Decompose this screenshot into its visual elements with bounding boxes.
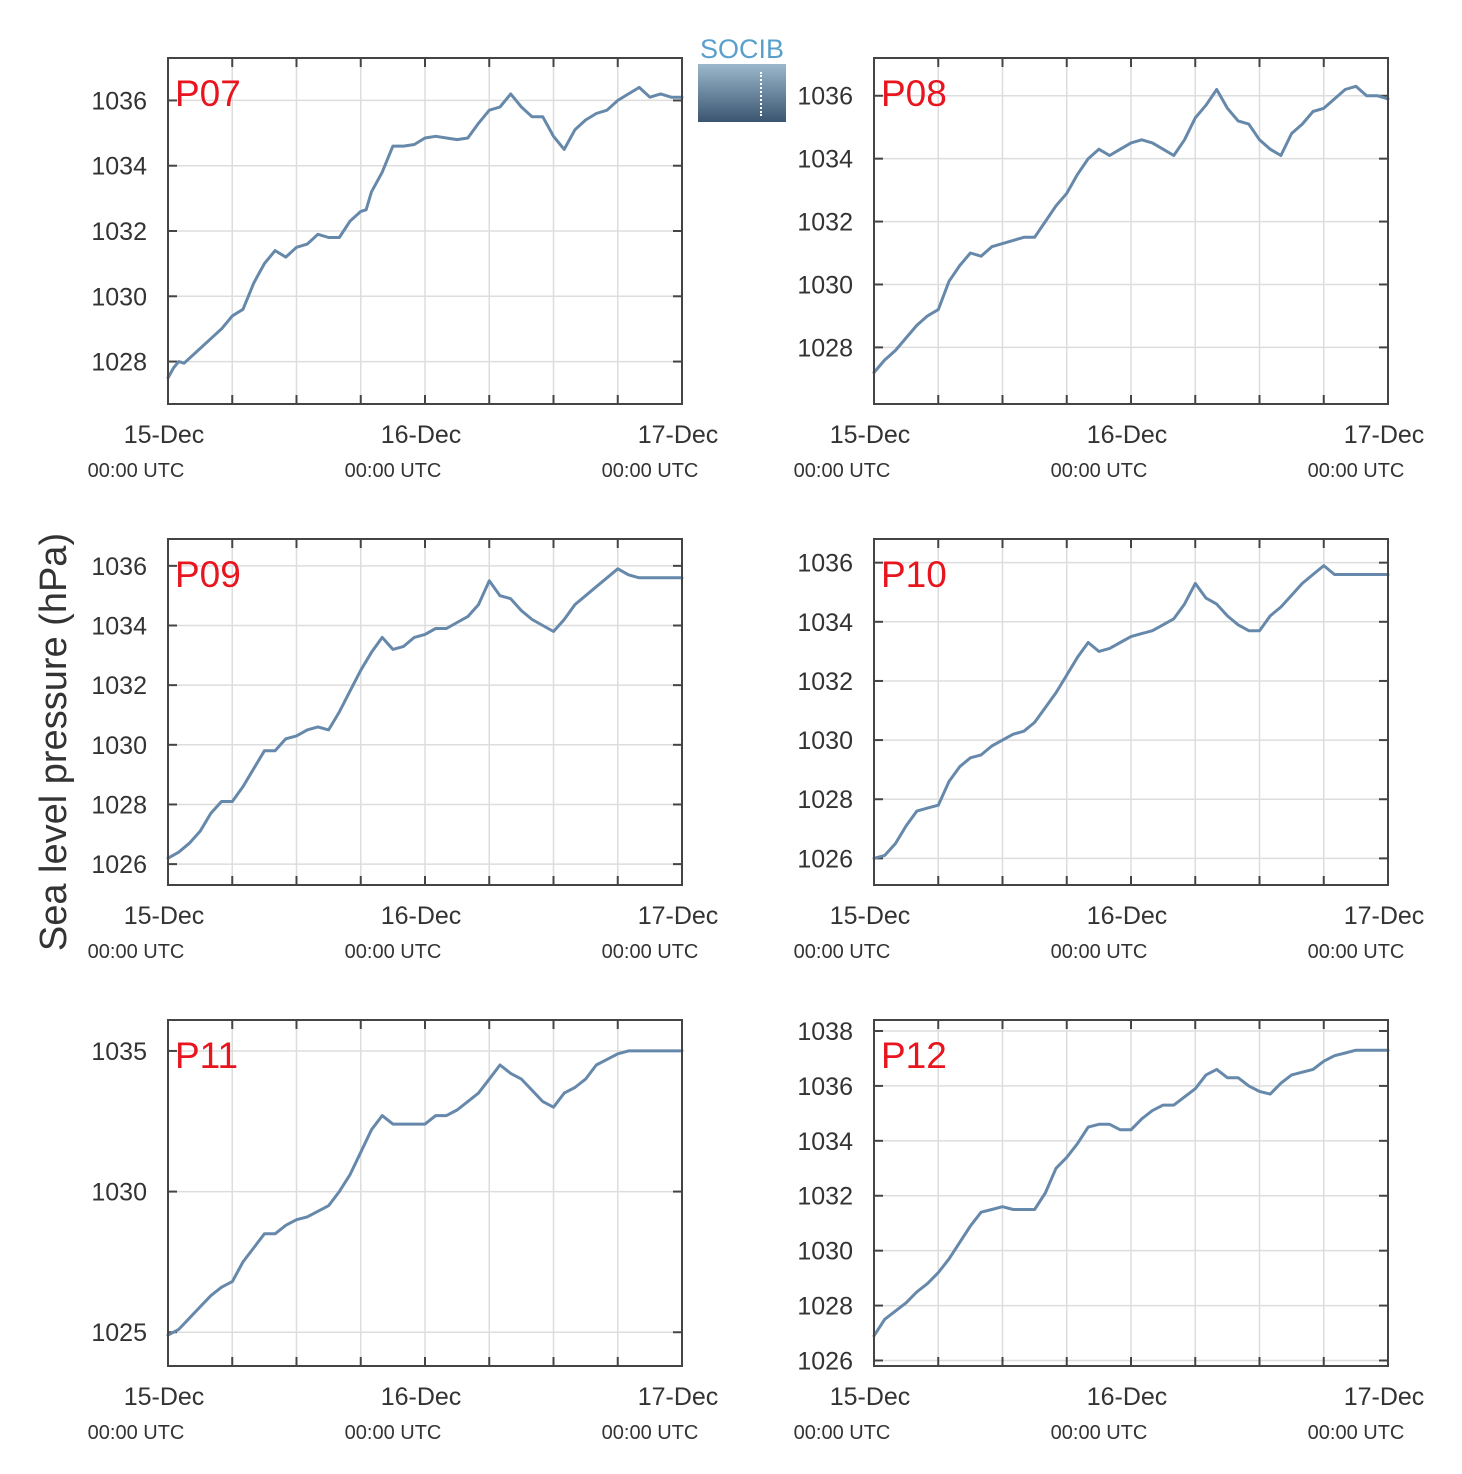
y-tick-label: 1030 <box>797 271 853 299</box>
x-tick-label-time: 00:00 UTC <box>602 1422 699 1444</box>
x-tick-label-date: 15-Dec <box>124 1383 205 1411</box>
y-axis-label: Sea level pressure (hPa) <box>33 533 75 951</box>
chart-panel-p12: 1026 1028 1030 1032 1034 1036 1038 15-Dec 00:00 … <box>794 1018 1425 1444</box>
x-tick-label-time: 00:00 UTC <box>1051 1422 1148 1444</box>
x-tick-label-date: 15-Dec <box>124 902 205 930</box>
x-tick-label-date: 16-Dec <box>381 1383 462 1411</box>
data-series-line <box>166 567 684 860</box>
x-tick-label-date: 15-Dec <box>830 1383 911 1411</box>
y-tick-label: 1028 <box>91 791 147 819</box>
station-label: P12 <box>881 1035 947 1076</box>
station-label: P10 <box>881 554 947 595</box>
y-tick-label: 1030 <box>91 732 147 760</box>
y-tick-label: 1028 <box>797 334 853 362</box>
x-tick-label-time: 00:00 UTC <box>345 460 442 482</box>
x-tick-label-date: 16-Dec <box>381 421 462 449</box>
y-tick-label: 1038 <box>797 1018 853 1046</box>
y-tick-label: 1026 <box>91 851 147 879</box>
y-tick-label: 1036 <box>797 550 853 578</box>
y-tick-label: 1036 <box>797 83 853 111</box>
y-tick-label: 1032 <box>797 668 853 696</box>
x-tick-label-time: 00:00 UTC <box>794 1422 891 1444</box>
y-tick-label: 1032 <box>797 1183 853 1211</box>
station-label: P11 <box>175 1035 238 1076</box>
y-tick-label: 1030 <box>797 727 853 755</box>
y-tick-label: 1036 <box>797 1073 853 1101</box>
logo-wave-graphic <box>698 64 786 122</box>
y-tick-label: 1028 <box>797 1293 853 1321</box>
y-tick-label: 1030 <box>797 1238 853 1266</box>
x-tick-label-time: 00:00 UTC <box>794 460 891 482</box>
y-tick-label: 1026 <box>797 845 853 873</box>
station-label: P07 <box>175 73 241 114</box>
x-tick-label-time: 00:00 UTC <box>1051 460 1148 482</box>
y-tick-label: 1036 <box>91 87 147 115</box>
x-tick-label-time: 00:00 UTC <box>88 941 185 963</box>
chart-panel-p11: 1025 1030 1035 15-Dec 00:00 UTC 16-Dec 00:00 U… <box>88 1019 719 1444</box>
y-tick-label: 1030 <box>91 1179 147 1207</box>
logo-dotted-line <box>760 72 764 116</box>
y-tick-label: 1032 <box>797 209 853 237</box>
chart-panel-p07: 1028 1030 1032 1034 1036 15-Dec 00:00 UTC 16-De… <box>88 57 719 482</box>
y-tick-label: 1032 <box>91 672 147 700</box>
x-tick-label-time: 00:00 UTC <box>88 1422 185 1444</box>
x-tick-label-time: 00:00 UTC <box>88 460 185 482</box>
plot-frame <box>873 57 1389 405</box>
x-tick-label-time: 00:00 UTC <box>345 941 442 963</box>
x-tick-label-date: 17-Dec <box>1344 421 1425 449</box>
y-tick-label: 1036 <box>91 553 147 581</box>
socib-logo: SOCIB <box>696 34 788 126</box>
x-tick-label-date: 17-Dec <box>1344 902 1425 930</box>
data-series-line <box>872 84 1390 374</box>
x-tick-label-date: 16-Dec <box>1087 902 1168 930</box>
x-tick-label-time: 00:00 UTC <box>1308 1422 1405 1444</box>
y-tick-label: 1034 <box>91 613 147 641</box>
y-tick-label: 1028 <box>91 349 147 377</box>
y-tick-label: 1034 <box>797 609 853 637</box>
x-tick-label-time: 00:00 UTC <box>345 1422 442 1444</box>
chart-panels: 1028 1030 1032 1034 1036 15-Dec 00:00 UTC 16-De… <box>88 57 1425 1444</box>
x-tick-label-time: 00:00 UTC <box>1308 460 1405 482</box>
y-tick-label: 1034 <box>91 153 147 181</box>
data-series-line <box>166 1049 684 1337</box>
station-label: P09 <box>175 554 241 595</box>
data-series-line <box>166 85 684 380</box>
logo-text: SOCIB <box>699 34 785 64</box>
x-tick-label-date: 17-Dec <box>638 1383 719 1411</box>
x-tick-label-date: 16-Dec <box>381 902 462 930</box>
y-tick-label: 1025 <box>91 1319 147 1347</box>
x-tick-label-date: 17-Dec <box>638 421 719 449</box>
x-tick-label-time: 00:00 UTC <box>1308 941 1405 963</box>
chart-panel-p08: 1028 1030 1032 1034 1036 15-Dec 00:00 UTC 16-De… <box>794 57 1425 482</box>
plot-frame <box>167 57 683 405</box>
y-tick-label: 1034 <box>797 1128 853 1156</box>
x-tick-label-time: 00:00 UTC <box>602 941 699 963</box>
plot-frame <box>167 1019 683 1367</box>
data-series-line <box>872 1048 1390 1338</box>
x-tick-label-date: 15-Dec <box>124 421 205 449</box>
x-tick-label-date: 15-Dec <box>830 421 911 449</box>
chart-panel-p10: 1026 1028 1030 1032 1034 1036 15-Dec 00:00 UTC 1… <box>794 538 1425 963</box>
x-tick-label-date: 16-Dec <box>1087 1383 1168 1411</box>
y-tick-label: 1028 <box>797 786 853 814</box>
x-tick-label-date: 17-Dec <box>638 902 719 930</box>
y-tick-label: 1030 <box>91 283 147 311</box>
y-tick-label: 1032 <box>91 218 147 246</box>
plot-frame <box>873 538 1389 886</box>
data-series-line <box>872 564 1390 860</box>
x-tick-label-time: 00:00 UTC <box>794 941 891 963</box>
x-tick-label-time: 00:00 UTC <box>1051 941 1148 963</box>
x-tick-label-date: 17-Dec <box>1344 1383 1425 1411</box>
y-tick-label: 1026 <box>797 1348 853 1376</box>
station-label: P08 <box>881 73 947 114</box>
chart-panel-p09: 1026 1028 1030 1032 1034 1036 15-Dec 00:00 UTC 1… <box>88 538 719 963</box>
x-tick-label-date: 16-Dec <box>1087 421 1168 449</box>
x-tick-label-time: 00:00 UTC <box>602 460 699 482</box>
plot-frame <box>873 1019 1389 1367</box>
y-tick-label: 1034 <box>797 146 853 174</box>
plot-frame <box>167 538 683 886</box>
x-tick-label-date: 15-Dec <box>830 902 911 930</box>
y-tick-label: 1035 <box>91 1038 147 1066</box>
